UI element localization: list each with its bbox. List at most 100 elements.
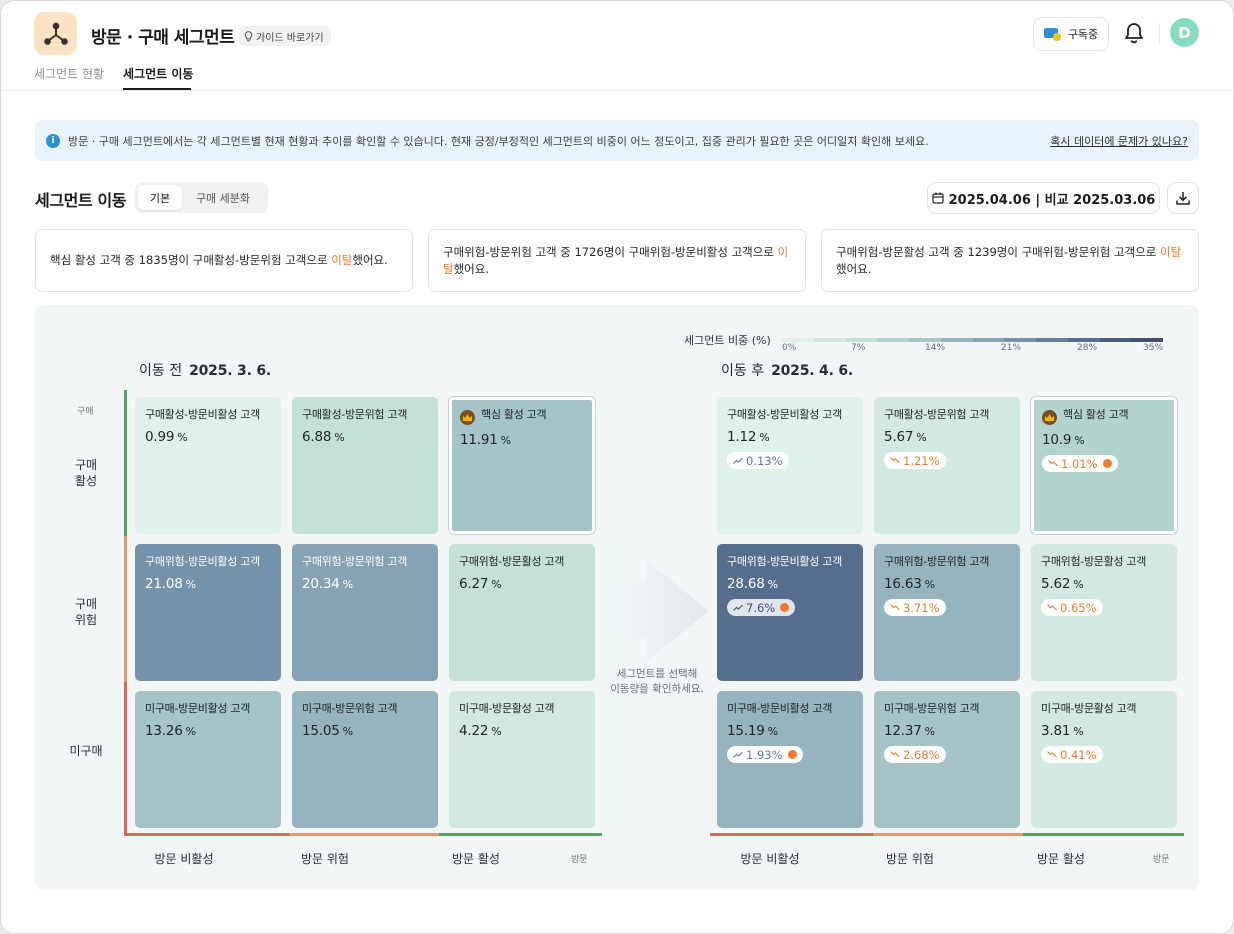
bell-icon[interactable] [1123,21,1145,45]
trend-down-icon [1048,460,1058,467]
after-cell-purchase-active-visit-risk[interactable]: 구매활성-방문위험 고객 5.67% 1.21% [874,397,1020,534]
after-cell-purchase-risk-visit-active[interactable]: 구매위험-방문활성 고객 5.62% 0.65% [1031,544,1177,681]
calendar-icon [932,192,944,204]
legend-color-scale [782,338,1163,342]
cell-value: 5.67% [884,429,927,445]
toggle-basic[interactable]: 기본 [138,185,182,210]
date-range-picker[interactable]: 2025.04.06 | 비교 2025.03.06 [927,182,1160,214]
row-label-no-purchase: 미구매 [69,744,103,758]
change-chip: 1.01% [1042,455,1118,472]
insight-text-3: 구매위험-방문활성 고객 중 1239명이 구매위험-방문위험 고객으로 이탈했… [836,244,1182,276]
x-axis-title: 방문 [571,855,588,865]
cell-name: 핵심 활성 고객 [460,408,584,425]
before-cell-purchase-risk-visit-inactive[interactable]: 구매위험-방문비활성 고객 21.08% [135,544,281,681]
legend-tick: 28% [1077,343,1098,353]
data-issue-link[interactable]: 혹시 데이터에 문제가 있나요? [1050,134,1188,148]
cell-name: 미구매-방문위험 고객 [884,702,980,715]
legend-color-step [1067,338,1100,342]
insight-card-1: 핵심 활성 고객 중 1835명이 구매활성-방문위험 고객으로 이탈했어요. [35,229,413,292]
trend-up-icon [733,457,743,464]
change-chip: 2.68% [884,746,946,763]
legend-color-step [940,338,973,342]
change-chip: 0.41% [1041,746,1103,763]
cell-name: 구매활성-방문비활성 고객 [145,408,260,421]
legend-tick: 0% [782,343,797,353]
legend-title: 세그먼트 비중 (%) [684,334,771,347]
info-icon: i [46,133,60,148]
x-axis-segment [1023,833,1184,836]
toggle-purchase-detail[interactable]: 구매 세분화 [195,191,251,205]
legend-color-step [972,338,1005,342]
col-label-visit-active: 방문 활성 [452,852,500,866]
trend-down-icon [890,457,900,464]
before-cell-purchase-active-visit-inactive[interactable]: 구매활성-방문비활성 고객 0.99% [135,397,281,534]
after-cell-purchase-active-visit-inactive[interactable]: 구매활성-방문비활성 고객 1.12% 0.13% [717,397,863,534]
trend-down-icon [1047,604,1057,611]
row-label-purchase-active: 구매 활성 [74,458,98,488]
cell-value: 21.08% [145,576,196,592]
x-axis-title: 방문 [1153,855,1170,865]
active-tab-indicator [123,88,191,90]
info-banner: i 방문 · 구매 세그먼트에서는 각 세그먼트별 현재 현황과 추이를 확인할… [35,120,1199,161]
trend-up-icon [733,604,743,611]
cell-name: 미구매-방문비활성 고객 [145,702,251,715]
alert-icon [787,750,797,759]
before-cell-no-purchase-visit-risk[interactable]: 미구매-방문위험 고객 15.05% [292,691,438,828]
y-axis-segment [124,682,127,836]
after-cell-purchase-risk-visit-risk[interactable]: 구매위험-방문위험 고객 16.63% 3.71% [874,544,1020,681]
guide-button[interactable]: 가이드 바로가기 [239,26,331,46]
insight-card-3: 구매위험-방문활성 고객 중 1239명이 구매위험-방문위험 고객으로 이탈했… [821,229,1199,292]
avatar[interactable]: D [1170,18,1199,47]
subscription-button[interactable]: 구독중 [1033,17,1109,51]
after-cell-purchase-risk-visit-inactive[interactable]: 구매위험-방문비활성 고객 28.68% 7.6% [717,544,863,681]
after-cell-core-active[interactable]: 핵심 활성 고객 10.9% 1.01% [1031,397,1177,534]
x-axis-segment [873,833,1023,836]
cell-name: 구매활성-방문위험 고객 [302,408,408,421]
change-chip: 1.93% [727,746,803,763]
after-cell-no-purchase-visit-active[interactable]: 미구매-방문활성 고객 3.81% 0.41% [1031,691,1177,828]
tab-segment-movement[interactable]: 세그먼트 이동 [123,67,194,81]
change-chip: 1.21% [884,452,946,469]
after-cell-no-purchase-visit-inactive[interactable]: 미구매-방문비활성 고객 15.19% 1.93% [717,691,863,828]
x-axis-segment [289,833,439,836]
cell-value: 4.22% [459,723,502,739]
cell-name: 구매위험-방문위험 고객 [302,555,408,568]
cell-name: 구매위험-방문활성 고객 [459,555,565,568]
trend-down-icon [890,604,900,611]
col-label-visit-risk: 방문 위험 [886,852,934,866]
cell-value: 0.99% [145,429,188,445]
cell-name: 구매활성-방문비활성 고객 [727,408,842,421]
select-segment-hint: 세그먼트를 선택해 이동량을 확인하세요. [610,668,704,695]
legend-color-step [909,338,941,342]
lightbulb-icon [244,30,253,41]
cell-value: 11.91% [460,432,511,448]
before-cell-purchase-risk-visit-risk[interactable]: 구매위험-방문위험 고객 20.34% [292,544,438,681]
before-cell-no-purchase-visit-active[interactable]: 미구매-방문활성 고객 4.22% [449,691,595,828]
x-axis-segment [439,833,602,836]
header-divider [1159,23,1160,43]
cell-name: 미구매-방문활성 고객 [459,702,555,715]
before-date: 이동 전 2025. 3. 6. [139,363,272,379]
insight-card-2: 구매위험-방문위험 고객 중 1726명이 구매위험-방문비활성 고객으로 이탈… [428,229,806,292]
cell-value: 15.19% [727,723,778,739]
download-button[interactable] [1167,182,1199,214]
before-cell-purchase-risk-visit-active[interactable]: 구매위험-방문활성 고객 6.27% [449,544,595,681]
cell-value: 12.37% [884,723,935,739]
legend-color-step [1004,338,1036,342]
tab-segment-status[interactable]: 세그먼트 현황 [34,67,105,81]
y-axis-segment [124,390,127,536]
before-cell-no-purchase-visit-inactive[interactable]: 미구매-방문비활성 고객 13.26% [135,691,281,828]
alert-icon [780,603,790,612]
legend-tick: 7% [851,343,866,353]
trend-up-icon [733,751,743,758]
cell-name: 미구매-방문비활성 고객 [727,702,833,715]
before-cell-core-active[interactable]: 핵심 활성 고객 11.91% [449,397,595,534]
x-axis-segment [124,833,289,836]
crown-icon [1042,410,1057,425]
cell-value: 5.62% [1041,576,1084,592]
after-cell-no-purchase-visit-risk[interactable]: 미구매-방문위험 고객 12.37% 2.68% [874,691,1020,828]
before-cell-purchase-active-visit-risk[interactable]: 구매활성-방문위험 고객 6.88% [292,397,438,534]
header-divider-line [1,90,1233,91]
change-chip: 0.65% [1041,599,1103,616]
